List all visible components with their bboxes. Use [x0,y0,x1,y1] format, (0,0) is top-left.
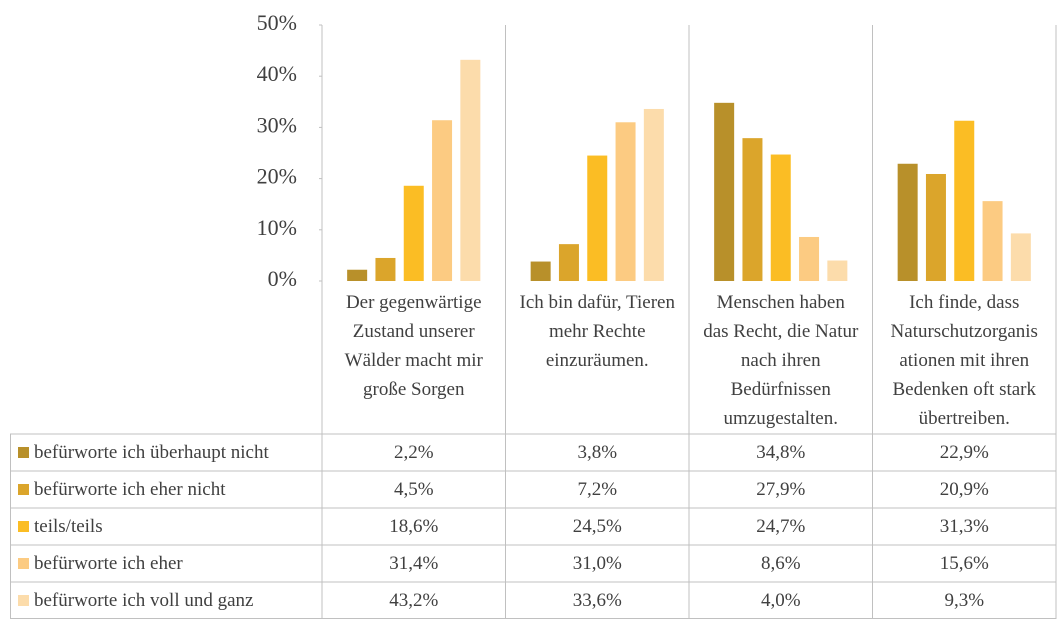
bar [742,138,763,281]
bar [558,244,579,281]
y-tick-label: 20% [257,164,297,189]
table-value: 3,8% [577,442,618,463]
bar [643,108,664,281]
table-value: 15,6% [939,553,989,574]
y-tick-label: 10% [257,215,297,240]
legend-text: befürworte ich überhaupt nicht [34,442,269,463]
bar [530,261,551,281]
table-value: 20,9% [939,479,989,500]
bar [827,260,848,281]
legend-swatch [18,558,29,569]
y-tick-label: 50% [257,10,297,35]
bar [587,155,608,281]
legend-entry: teils/teils [18,508,103,545]
bar [982,201,1003,281]
table-value: 24,7% [756,516,806,537]
bar [770,154,791,281]
table-value: 4,0% [760,590,801,611]
bar [897,163,918,281]
legend-swatch [18,521,29,532]
bar [954,120,975,281]
legend-text: befürworte ich eher nicht [34,479,226,500]
table-value: 27,9% [756,479,806,500]
legend-text: teils/teils [34,516,103,537]
legend-entry: befürworte ich eher nicht [18,471,226,508]
table-value: 31,4% [389,553,439,574]
bar [375,257,396,281]
bar [432,120,453,282]
table-value: 31,3% [939,516,989,537]
legend-text: befürworte ich eher [34,553,183,574]
bar [1010,233,1031,281]
table-value: 31,0% [572,553,622,574]
legend-text: befürworte ich voll und ganz [34,590,254,611]
legend-entry: befürworte ich eher [18,545,183,582]
bar [925,173,946,281]
y-tick-label: 30% [257,112,297,137]
category-label: Ich finde, dass Naturschutzorganisatione… [890,292,1038,429]
table-value: 34,8% [756,442,806,463]
table-value: 33,6% [572,590,622,611]
table-value: 7,2% [577,479,618,500]
legend-swatch [18,595,29,606]
table-value: 4,5% [393,479,434,500]
bar [714,102,735,281]
category-label: Ich bin dafür, Tieren mehr Rechte einzur… [519,292,675,371]
y-tick-label: 0% [268,266,297,291]
legend-entry: befürworte ich überhaupt nicht [18,434,269,471]
category-label: Menschen haben das Recht, die Natur nach… [703,292,859,429]
bar [799,236,820,281]
table-value: 18,6% [389,516,439,537]
table-value: 22,9% [939,442,989,463]
table-value: 24,5% [572,516,622,537]
legend-swatch [18,447,29,458]
bar [403,185,424,281]
y-tick-label: 40% [257,61,297,86]
table-value: 43,2% [389,590,439,611]
bar [460,59,481,282]
bar [347,269,368,281]
category-label: Der gegenwärtige Zustand unserer Wälder … [344,292,483,400]
table-value: 2,2% [393,442,434,463]
legend-swatch [18,484,29,495]
bar [615,122,636,281]
table-value: 8,6% [760,553,801,574]
table-value: 9,3% [944,590,985,611]
legend-entry: befürworte ich voll und ganz [18,582,253,619]
